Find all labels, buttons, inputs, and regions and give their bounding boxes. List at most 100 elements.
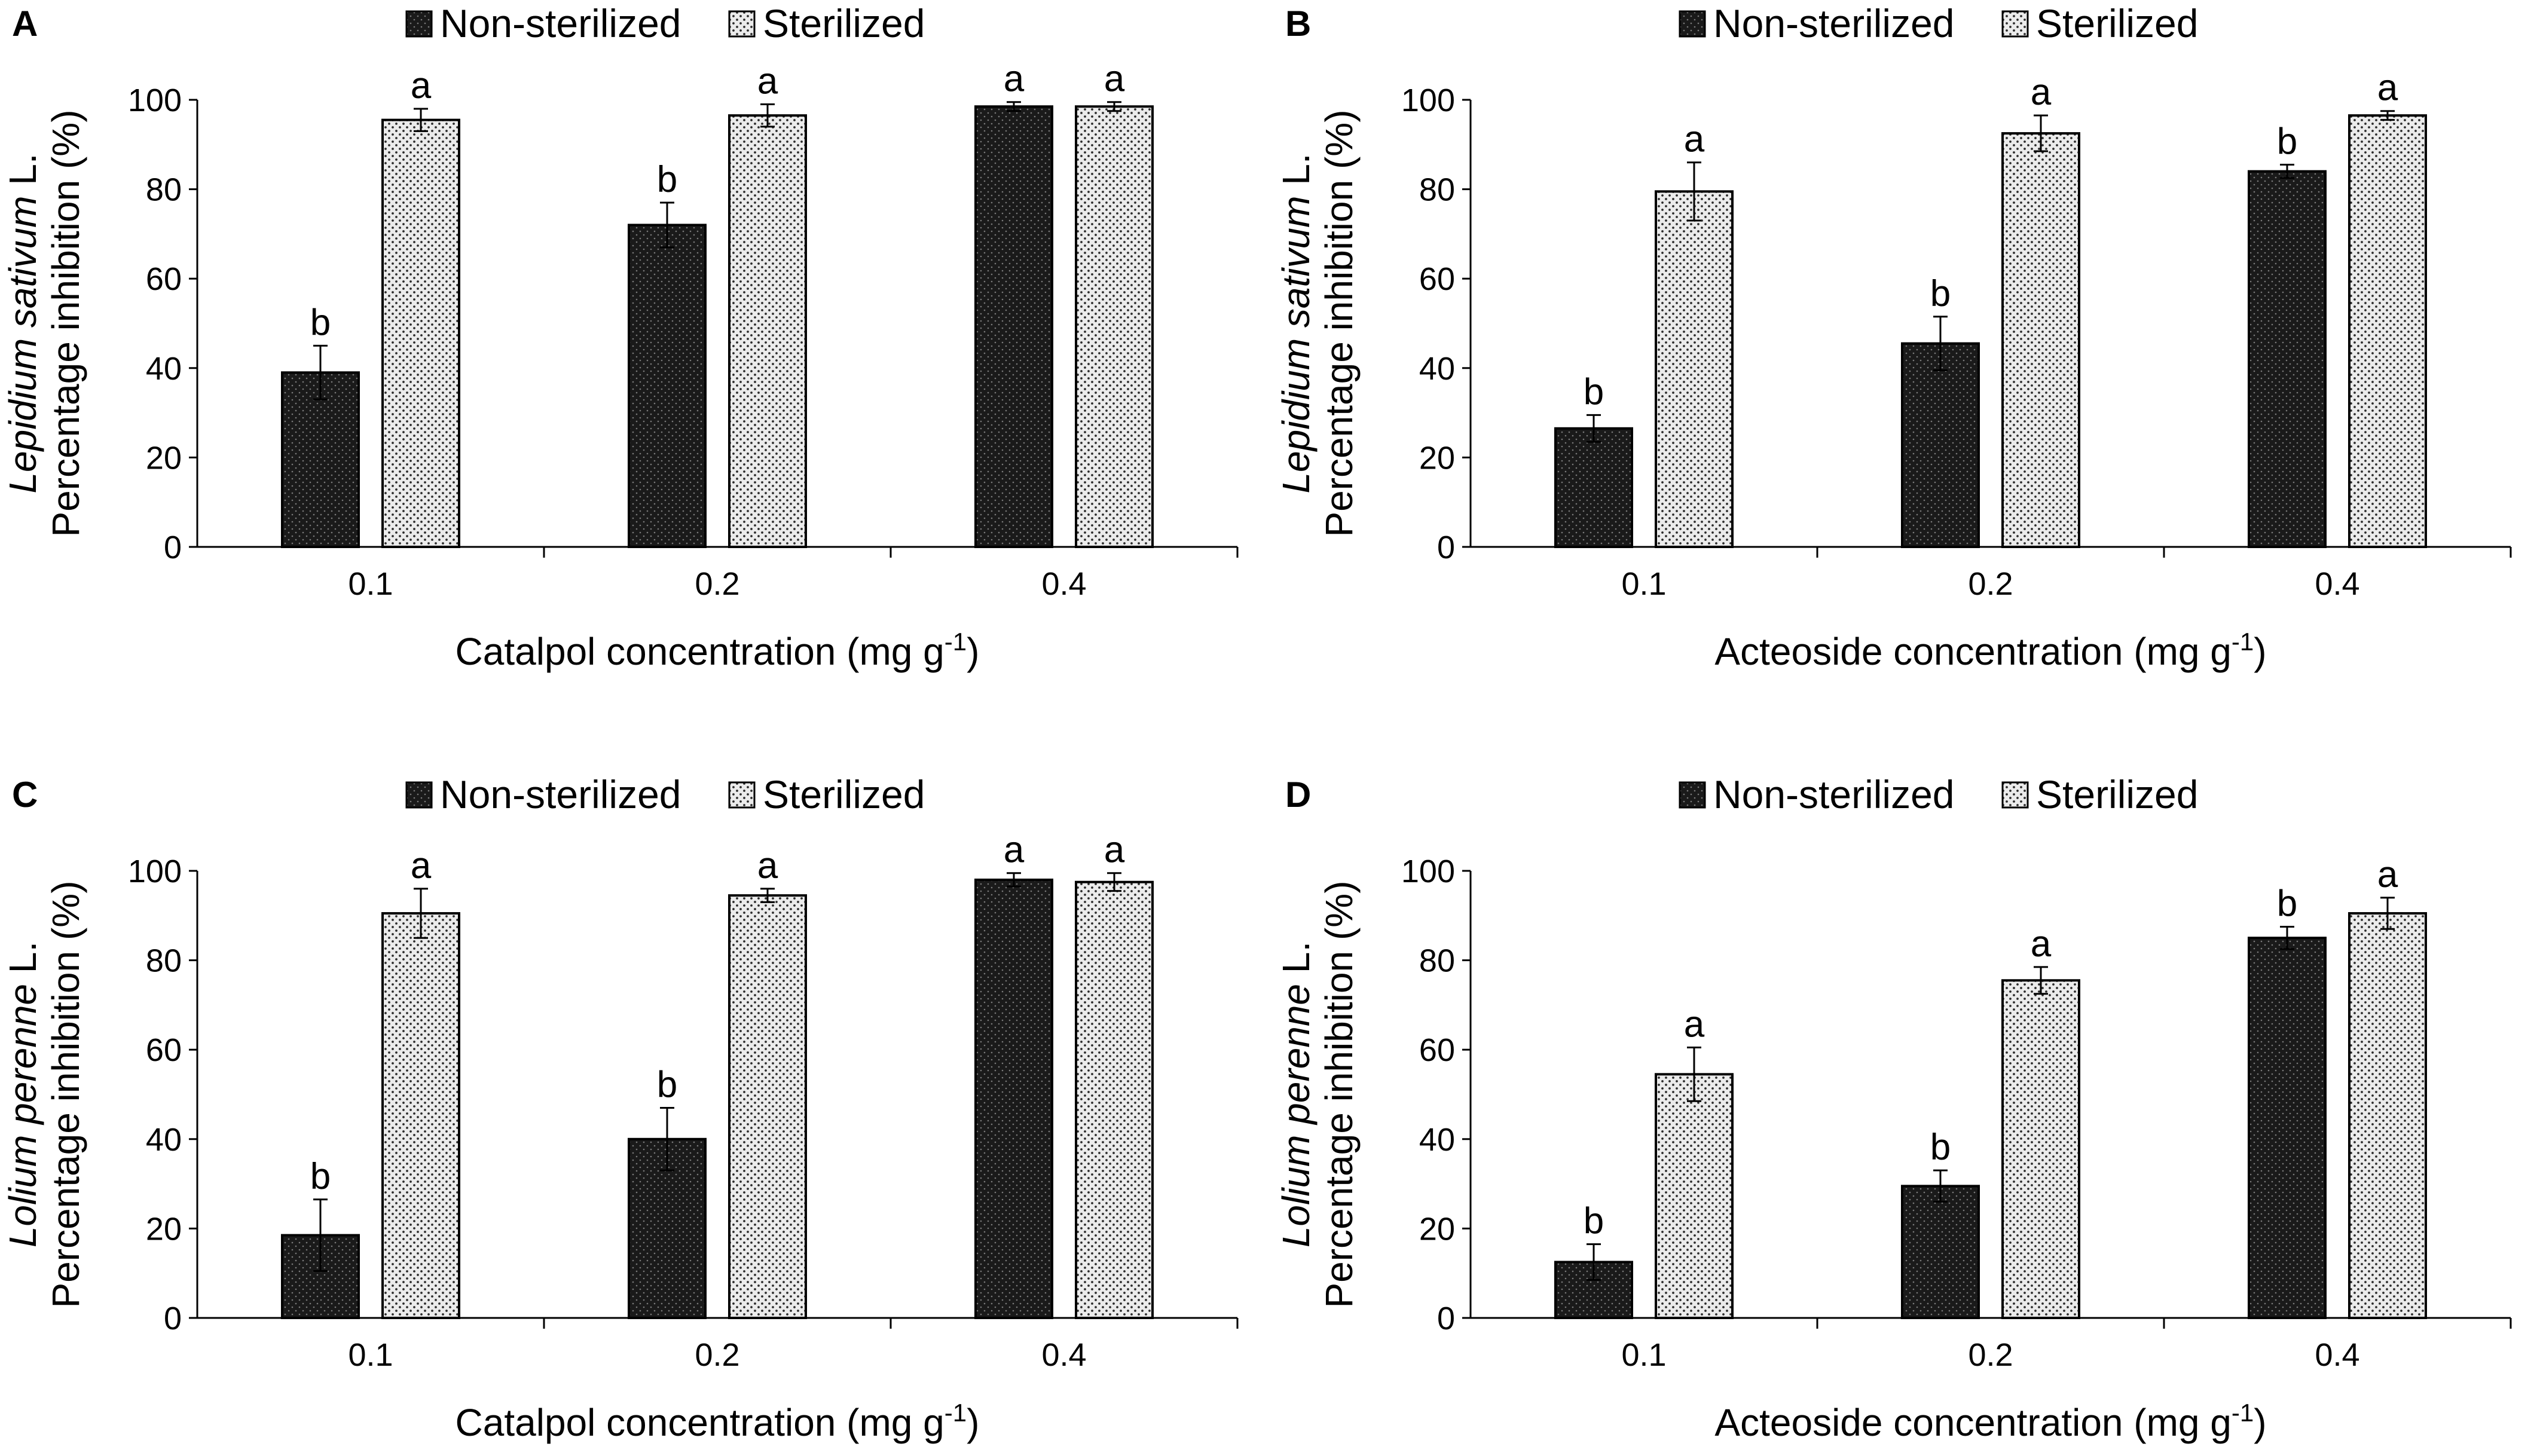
bar-non-sterilized: [281, 371, 360, 549]
legend-label-sterilized: Sterilized: [763, 772, 925, 816]
significance-letter-sterilized: a: [1104, 59, 1125, 100]
legend-label-non-sterilized: Non-sterilized: [1713, 772, 1954, 816]
significance-letter-non-sterilized: b: [1584, 371, 1604, 412]
bar-sterilized: [728, 114, 807, 548]
bar-non-sterilized: [974, 878, 1053, 1319]
y-axis-species-italic: Lepidium sativum: [1, 196, 44, 494]
bar-sterilized: [2348, 912, 2427, 1319]
x-tick-label: 0.1: [348, 1337, 393, 1373]
panel-label: D: [1285, 775, 1311, 815]
bar-sterilized: [2348, 114, 2427, 548]
y-axis-label-metric: Percentage inhibition (%): [44, 880, 87, 1308]
legend-swatch-sterilized: [2001, 781, 2029, 809]
y-tick-label: 80: [146, 172, 182, 208]
x-axis-label-close: ): [2254, 1401, 2266, 1444]
x-axis-label-main: Catalpol concentration (mg g: [456, 1401, 945, 1444]
y-axis-species-italic: Lolium perenne: [1274, 984, 1318, 1247]
significance-letter-sterilized: a: [2031, 923, 2052, 965]
y-axis-species-italic: Lolium perenne: [1, 984, 44, 1247]
significance-letter-non-sterilized: b: [310, 302, 331, 343]
x-tick-label: 0.4: [1041, 1337, 1086, 1373]
bar-sterilized: [1075, 880, 1154, 1319]
y-tick-label: 0: [164, 530, 182, 565]
legend: Non-sterilized Sterilized: [405, 1, 925, 45]
y-axis-label-species: Lepidium sativum L.: [1274, 153, 1318, 493]
y-tick-label: 60: [146, 261, 182, 297]
y-tick-label: 0: [1437, 1301, 1455, 1336]
x-tick-label: 0.2: [1968, 1337, 2013, 1373]
y-tick-label: 80: [146, 943, 182, 979]
bar-sterilized: [1655, 1073, 1734, 1319]
x-tick-label: 0.2: [1968, 566, 2013, 602]
y-tick-label: 20: [146, 1211, 182, 1247]
significance-letter-sterilized: a: [411, 65, 432, 106]
x-axis-label-sup: -1: [2232, 1399, 2254, 1427]
bar-non-sterilized: [1901, 342, 1980, 548]
legend-swatch-non-sterilized: [405, 781, 433, 809]
x-axis-label: Acteoside concentration (mg g-1): [1714, 1399, 2266, 1444]
legend: Non-sterilized Sterilized: [405, 772, 925, 816]
y-tick-label: 20: [1419, 1211, 1455, 1247]
y-tick-label: 0: [164, 1301, 182, 1336]
x-tick-label: 0.1: [1621, 1337, 1666, 1373]
y-axis-species-suffix: L.: [1, 153, 44, 195]
y-tick-label: 40: [146, 351, 182, 387]
y-axis-species-suffix: L.: [1, 941, 44, 984]
significance-letter-sterilized: a: [1684, 1004, 1705, 1045]
x-tick-label: 0.4: [2315, 1337, 2359, 1373]
y-axis-label-species: Lepidium sativum L.: [1, 153, 44, 493]
significance-letter-non-sterilized: b: [657, 159, 677, 200]
significance-letter-non-sterilized: b: [2277, 883, 2297, 925]
y-axis-label-species: Lolium perenne L.: [1, 941, 44, 1247]
y-tick-label: 80: [1419, 943, 1455, 979]
significance-letter-non-sterilized: a: [1004, 830, 1025, 871]
legend-label-sterilized: Sterilized: [2036, 772, 2198, 816]
x-tick-label: 0.1: [1621, 566, 1666, 602]
legend: Non-sterilized Sterilized: [1679, 772, 2198, 816]
significance-letter-non-sterilized: b: [310, 1156, 331, 1197]
bar-sterilized: [2001, 132, 2080, 549]
bar-sterilized: [1655, 190, 1734, 548]
y-axis-label-metric: Percentage inhibition (%): [1318, 109, 1361, 537]
x-axis-label-main: Catalpol concentration (mg g: [456, 630, 945, 673]
x-axis-label: Catalpol concentration (mg g-1): [456, 1399, 980, 1444]
bar-non-sterilized: [1901, 1185, 1980, 1320]
panel-label: C: [12, 775, 38, 815]
chart-panel-a: A Non-sterilized Sterilized 0 20 40 60 80 100 0.1…: [1, 1, 1239, 673]
panel-label: A: [12, 4, 38, 44]
x-tick-label: 0.4: [2315, 566, 2359, 602]
legend-swatch-non-sterilized: [1679, 10, 1706, 38]
chart-panel-d: D Non-sterilized Sterilized 0 20 40 60 80 100 0.1…: [1274, 772, 2512, 1444]
legend-swatch-non-sterilized: [1679, 781, 1706, 809]
x-tick-label: 0.2: [695, 1337, 739, 1373]
y-axis-species-italic: Lepidium sativum: [1274, 196, 1318, 494]
significance-letter-non-sterilized: b: [1930, 1127, 1951, 1168]
significance-letter-sterilized: a: [757, 845, 778, 886]
bar-non-sterilized: [2248, 937, 2327, 1319]
y-tick-label: 40: [1419, 1122, 1455, 1158]
significance-letter-sterilized: a: [411, 845, 432, 886]
x-axis-label: Catalpol concentration (mg g-1): [456, 628, 980, 673]
bar-non-sterilized: [1554, 427, 1633, 549]
y-axis-species-suffix: L.: [1274, 941, 1318, 984]
y-tick-label: 60: [146, 1032, 182, 1068]
legend-swatch-sterilized: [728, 10, 756, 38]
legend-swatch-sterilized: [728, 781, 756, 809]
chart-panel-b: B Non-sterilized Sterilized 0 20 40 60 80 100 0.1…: [1274, 1, 2512, 673]
x-axis-label-sup: -1: [2232, 628, 2254, 656]
y-tick-label: 100: [1401, 82, 1455, 118]
y-tick-label: 100: [128, 82, 182, 118]
y-tick-label: 100: [128, 854, 182, 889]
significance-letter-sterilized: a: [1104, 830, 1125, 871]
significance-letter-sterilized: a: [2031, 72, 2052, 113]
significance-letter-non-sterilized: b: [1584, 1201, 1604, 1242]
x-axis-label: Acteoside concentration (mg g-1): [1714, 628, 2266, 673]
x-axis-label-close: ): [967, 1401, 979, 1444]
x-axis-label-main: Acteoside concentration (mg g: [1714, 630, 2231, 673]
x-axis-label-sup: -1: [945, 628, 967, 656]
y-tick-label: 60: [1419, 261, 1455, 297]
bar-non-sterilized: [974, 105, 1053, 549]
y-axis-species-suffix: L.: [1274, 153, 1318, 195]
y-tick-label: 100: [1401, 854, 1455, 889]
y-tick-label: 0: [1437, 530, 1455, 565]
